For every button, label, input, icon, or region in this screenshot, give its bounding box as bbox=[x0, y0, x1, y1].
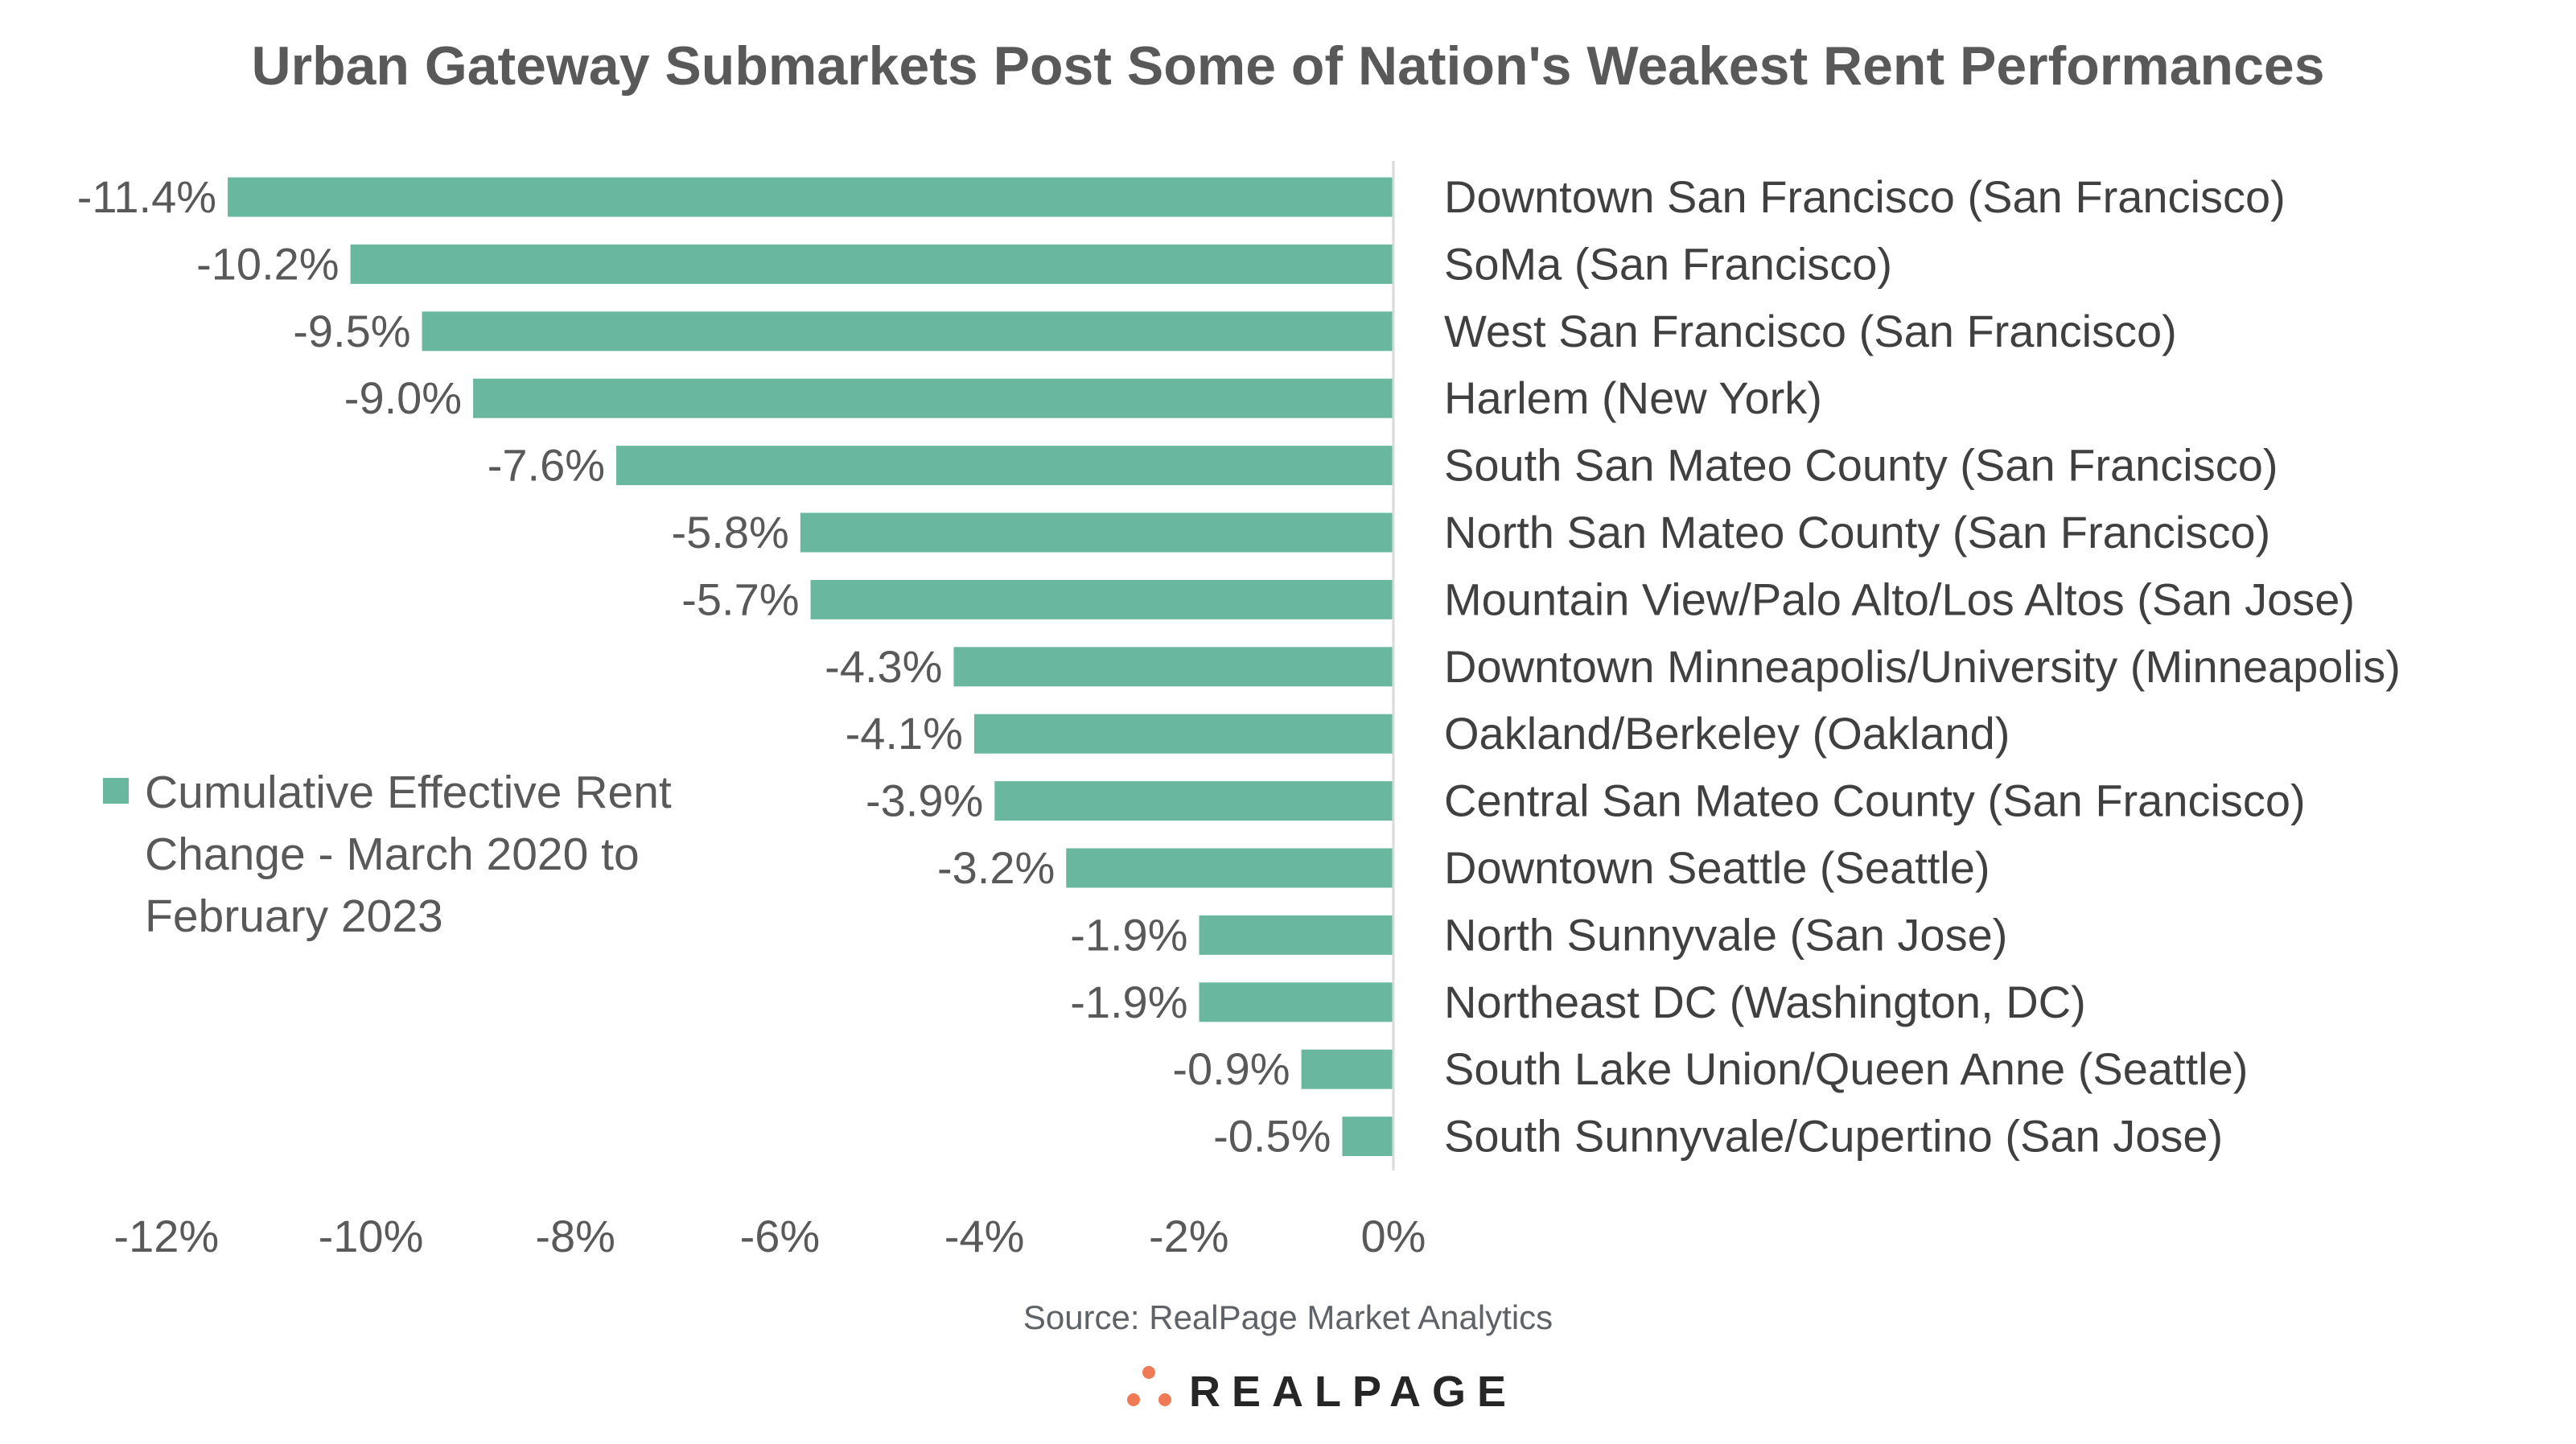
data-label: -0.9% bbox=[1172, 1043, 1290, 1094]
logo-dot bbox=[1127, 1393, 1140, 1406]
category-label: Northeast DC (Washington, DC) bbox=[1444, 977, 2086, 1027]
x-axis-ticks: -12% -10% -8% -6% -4% -2% 0% bbox=[113, 1211, 1426, 1261]
bars-group: -11.4% Downtown San Francisco (San Franci… bbox=[77, 171, 2401, 1162]
category-label: North San Mateo County (San Francisco) bbox=[1444, 507, 2270, 557]
logo-text: REALPAGE bbox=[1189, 1368, 1517, 1416]
data-label: -0.5% bbox=[1213, 1111, 1331, 1162]
x-tick-label: -6% bbox=[740, 1211, 821, 1261]
bar bbox=[473, 378, 1393, 418]
category-label: Mountain View/Palo Alto/Los Altos (San J… bbox=[1444, 574, 2355, 624]
data-label: -3.9% bbox=[866, 775, 983, 826]
legend-swatch bbox=[103, 778, 129, 804]
bar bbox=[1301, 1049, 1393, 1089]
bar bbox=[953, 647, 1393, 687]
data-label: -1.9% bbox=[1070, 909, 1187, 960]
x-tick-label: -2% bbox=[1149, 1211, 1229, 1261]
bar bbox=[350, 244, 1394, 284]
data-label: -11.4% bbox=[77, 171, 216, 222]
bar bbox=[1199, 982, 1393, 1022]
chart-title: Urban Gateway Submarkets Post Some of Na… bbox=[251, 35, 2324, 97]
bar bbox=[1066, 848, 1393, 888]
legend: Cumulative Effective Rent Change - March… bbox=[103, 767, 672, 942]
data-label: -1.9% bbox=[1070, 977, 1187, 1027]
logo-dot bbox=[1142, 1366, 1155, 1379]
bar bbox=[228, 177, 1393, 217]
data-label: -3.2% bbox=[937, 842, 1055, 893]
bar bbox=[1199, 915, 1393, 955]
bar bbox=[810, 579, 1393, 619]
legend-line-1: Cumulative Effective Rent bbox=[145, 767, 672, 818]
x-tick-label: -4% bbox=[944, 1211, 1025, 1261]
category-label: Downtown Seattle (Seattle) bbox=[1444, 842, 1990, 893]
category-label: Downtown San Francisco (San Francisco) bbox=[1444, 171, 2286, 222]
data-label: -4.3% bbox=[825, 641, 942, 692]
bar bbox=[616, 446, 1393, 486]
legend-line-3: February 2023 bbox=[145, 891, 443, 942]
category-label: SoMa (San Francisco) bbox=[1444, 238, 1892, 289]
category-label: Downtown Minneapolis/University (Minneap… bbox=[1444, 641, 2401, 692]
category-label: Oakland/Berkeley (Oakland) bbox=[1444, 708, 2010, 759]
data-label: -9.0% bbox=[344, 372, 462, 423]
bar bbox=[422, 311, 1393, 352]
category-label: South Sunnyvale/Cupertino (San Jose) bbox=[1444, 1111, 2223, 1162]
data-label: -9.5% bbox=[293, 306, 410, 356]
x-tick-label: -10% bbox=[319, 1211, 424, 1261]
realpage-logo: REALPAGE bbox=[1127, 1366, 1517, 1416]
category-label: North Sunnyvale (San Jose) bbox=[1444, 909, 2007, 960]
bar bbox=[994, 781, 1393, 821]
source-note: Source: RealPage Market Analytics bbox=[1023, 1298, 1553, 1336]
category-label: Central San Mateo County (San Francisco) bbox=[1444, 775, 2306, 826]
data-label: -10.2% bbox=[196, 238, 339, 289]
category-label: Harlem (New York) bbox=[1444, 372, 1822, 423]
bar bbox=[973, 714, 1393, 754]
data-label: -5.8% bbox=[672, 507, 789, 557]
logo-dot bbox=[1158, 1393, 1171, 1406]
x-tick-label: -12% bbox=[113, 1211, 219, 1261]
x-tick-label: -8% bbox=[535, 1211, 615, 1261]
bar bbox=[800, 512, 1393, 553]
category-label: South San Mateo County (San Francisco) bbox=[1444, 440, 2278, 491]
data-label: -5.7% bbox=[681, 574, 799, 624]
data-label: -4.1% bbox=[846, 708, 963, 759]
category-label: West San Francisco (San Francisco) bbox=[1444, 306, 2177, 356]
data-label: -7.6% bbox=[488, 440, 605, 491]
x-tick-label: 0% bbox=[1361, 1211, 1426, 1261]
category-label: South Lake Union/Queen Anne (Seattle) bbox=[1444, 1043, 2248, 1094]
bar bbox=[1342, 1117, 1393, 1157]
legend-line-2: Change - March 2020 to bbox=[145, 829, 640, 880]
